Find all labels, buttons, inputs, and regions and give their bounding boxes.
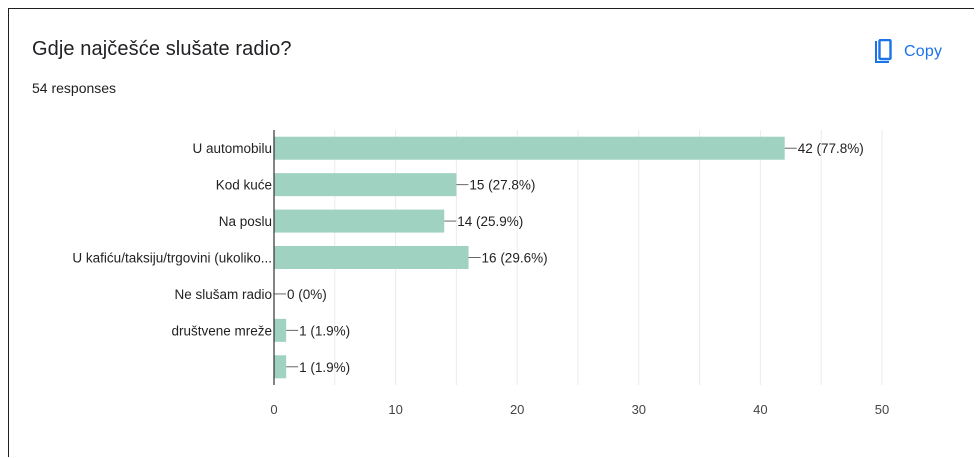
value-label: 15 (27.8%) — [469, 178, 535, 193]
value-label: 14 (25.9%) — [457, 214, 523, 229]
bar — [274, 318, 287, 342]
category-label: Kod kuće — [216, 178, 272, 193]
x-tick-label: 20 — [510, 402, 524, 417]
bar — [274, 355, 287, 379]
category-label: U automobilu — [192, 141, 272, 156]
bar — [274, 136, 785, 160]
category-label: Ne slušam radio — [174, 287, 272, 302]
x-tick-label: 50 — [875, 402, 889, 417]
x-tick-label: 0 — [270, 402, 277, 417]
bar — [274, 246, 469, 269]
category-label: Na poslu — [219, 214, 272, 229]
copy-label: Copy — [904, 43, 943, 60]
value-label: 42 (77.8%) — [798, 141, 864, 156]
value-label: 1 (1.9%) — [299, 360, 350, 375]
response-count: 54 responses — [32, 80, 117, 96]
x-tick-label: 30 — [632, 402, 646, 417]
value-label: 16 (29.6%) — [482, 251, 548, 266]
value-label: 1 (1.9%) — [299, 323, 350, 338]
x-tick-label: 10 — [388, 402, 402, 417]
x-tick-label: 40 — [753, 402, 767, 417]
copy-icon — [872, 39, 892, 65]
chart-card — [8, 8, 974, 457]
value-label: 0 (0%) — [287, 287, 327, 302]
bar — [274, 173, 457, 197]
question-title: Gdje najčešće slušate radio? — [32, 38, 292, 60]
category-label: U kafiću/taksiju/trgovini (ukoliko... — [72, 251, 272, 266]
copy-button[interactable]: Copy — [872, 38, 942, 66]
bar — [274, 209, 445, 233]
category-label: društvene mreže — [171, 323, 272, 338]
